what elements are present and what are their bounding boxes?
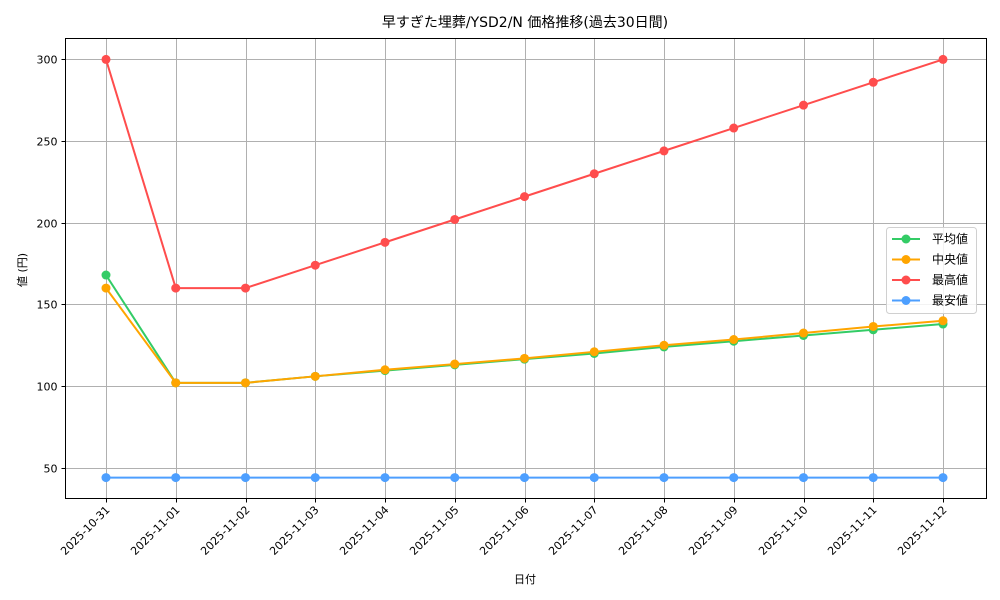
data-point-marker (520, 353, 529, 363)
data-point-marker (729, 123, 739, 133)
series-1 (101, 283, 948, 388)
legend-label: 中央値 (932, 252, 968, 267)
y-tick-label: 300 (37, 54, 58, 67)
y-axis-ticks: 50 100 150 200 250 300 (37, 54, 66, 476)
grid-lines (65, 38, 987, 499)
x-tick-label: 2025-11-01 (128, 503, 182, 557)
x-tick-label: 2025-11-06 (477, 503, 531, 557)
x-tick-label: 2025-11-07 (546, 503, 600, 557)
data-point-marker (868, 321, 878, 331)
data-point-marker (868, 77, 878, 87)
legend-item: 最安値 (892, 293, 968, 308)
legend-marker-icon (901, 234, 911, 244)
x-tick-label: 2025-11-09 (686, 503, 740, 557)
legend-label: 最安値 (932, 293, 968, 308)
data-point-marker (241, 378, 250, 388)
data-point-marker (938, 473, 948, 483)
data-point-marker (310, 371, 320, 381)
data-point-marker (380, 365, 390, 375)
x-tick-label: 2025-11-03 (267, 503, 321, 557)
legend-marker-icon (901, 296, 911, 305)
data-point-marker (938, 54, 948, 64)
data-point-marker (310, 260, 320, 270)
data-point-marker (799, 473, 808, 483)
data-point-marker (171, 283, 181, 293)
y-tick-label: 200 (37, 218, 58, 231)
data-point-marker (450, 473, 460, 483)
x-axis-label: 日付 (514, 573, 536, 586)
data-point-marker (729, 335, 739, 345)
data-point-marker (380, 473, 390, 483)
data-point-marker (450, 359, 460, 369)
data-point-marker (520, 473, 529, 483)
data-point-marker (659, 146, 669, 156)
data-point-marker (938, 316, 948, 326)
data-point-marker (101, 54, 111, 64)
x-tick-label: 2025-11-05 (407, 503, 461, 557)
series-lines (101, 54, 948, 483)
series-line (105, 287, 944, 384)
x-tick-label: 2025-11-11 (825, 503, 879, 557)
legend-item: 平均値 (892, 231, 968, 246)
x-tick-label: 2025-10-31 (58, 503, 112, 557)
data-point-marker (799, 328, 808, 338)
y-tick-label: 100 (37, 381, 58, 394)
x-tick-label: 2025-11-10 (756, 503, 810, 557)
data-point-marker (868, 473, 878, 483)
legend-label: 最高値 (932, 272, 968, 287)
y-axis-label: 値 (円) (16, 253, 29, 287)
legend-item: 最高値 (892, 272, 968, 287)
x-tick-label: 2025-11-08 (616, 503, 670, 557)
data-point-marker (589, 473, 599, 483)
data-point-marker (101, 283, 111, 293)
legend-marker-icon (901, 275, 911, 285)
series-3 (101, 473, 948, 483)
data-point-marker (659, 340, 669, 350)
data-point-marker (520, 192, 529, 202)
data-point-marker (101, 270, 111, 280)
series-line (105, 274, 944, 384)
x-tick-label: 2025-11-04 (337, 503, 391, 557)
data-point-marker (380, 237, 390, 247)
data-point-marker (799, 100, 808, 110)
legend-label: 平均値 (932, 231, 968, 246)
data-point-marker (241, 283, 250, 293)
data-point-marker (729, 473, 739, 483)
legend-item: 中央値 (892, 252, 968, 267)
data-point-marker (589, 169, 599, 179)
series-line (105, 58, 944, 290)
y-tick-label: 250 (37, 136, 58, 149)
chart-title: 早すぎた埋葬/YSD2/N 価格推移(過去30日間) (382, 15, 668, 31)
data-point-marker (450, 214, 460, 224)
data-point-marker (310, 473, 320, 483)
data-point-marker (241, 473, 250, 483)
series-2 (101, 54, 948, 293)
data-point-marker (659, 473, 669, 483)
x-tick-label: 2025-11-12 (895, 503, 949, 557)
legend-box (886, 227, 977, 314)
x-tick-label: 2025-11-02 (198, 503, 252, 557)
x-axis-ticks: 2025-10-31 2025-11-01 2025-11-02 2025-11-03… (58, 498, 950, 558)
y-tick-label: 150 (37, 299, 58, 312)
y-tick-label: 50 (44, 463, 58, 476)
data-point-marker (589, 347, 599, 357)
data-point-marker (101, 473, 111, 483)
legend-marker-icon (901, 255, 911, 264)
data-point-marker (171, 378, 181, 388)
data-point-marker (171, 473, 181, 483)
